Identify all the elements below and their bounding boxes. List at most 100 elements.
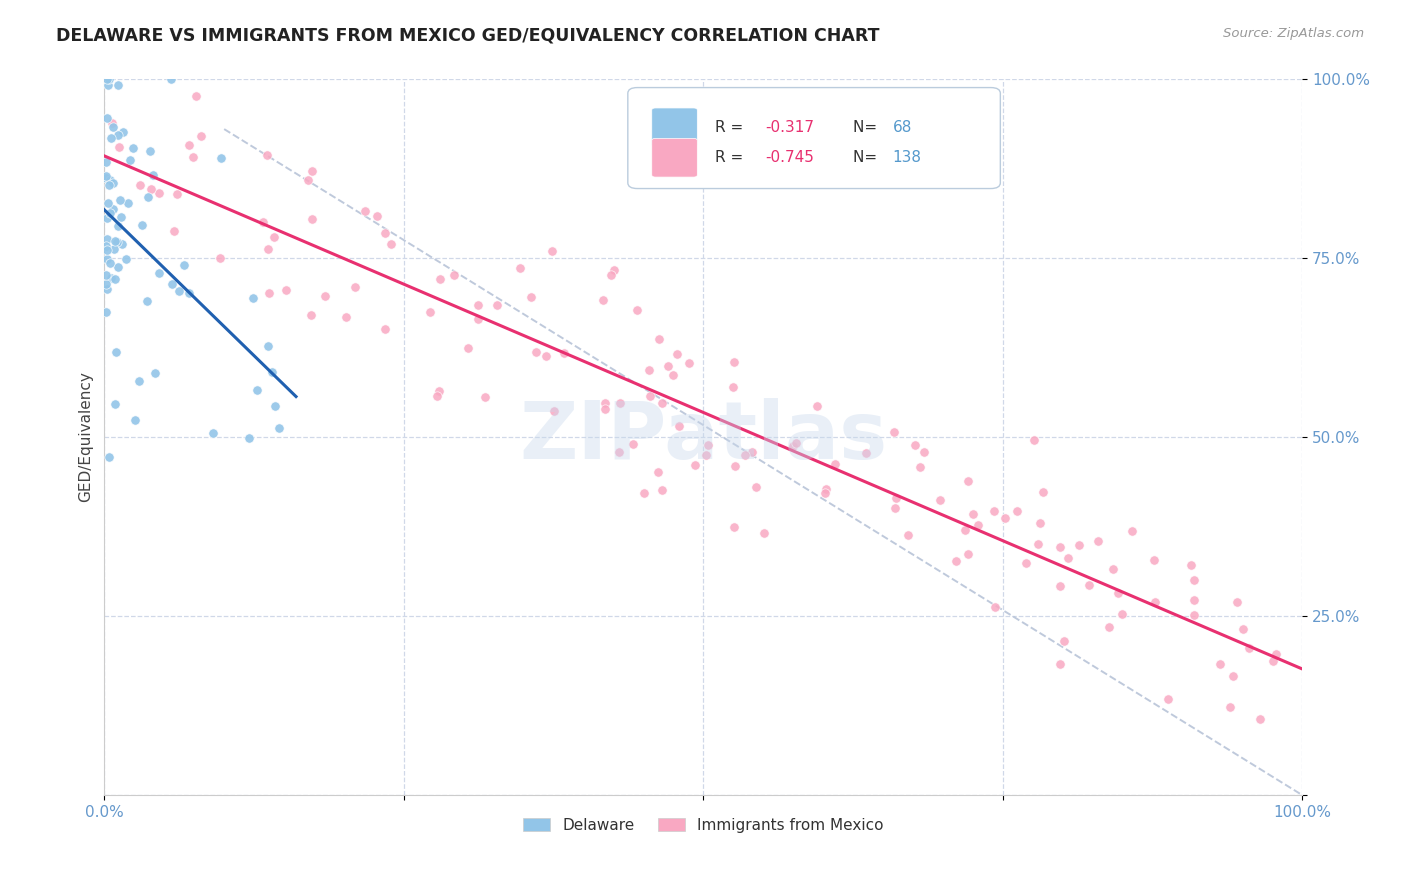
Point — [638, 363, 661, 377]
Point — [626, 303, 648, 318]
Point — [1111, 607, 1133, 621]
Point — [592, 293, 614, 308]
Point — [104, 234, 127, 248]
Point — [419, 305, 441, 319]
Point — [553, 345, 575, 359]
Point — [741, 445, 763, 459]
Point — [256, 148, 278, 162]
Point — [1222, 669, 1244, 683]
Point — [1121, 524, 1143, 539]
Point — [1049, 579, 1071, 593]
Point — [94, 277, 117, 292]
Point — [139, 144, 162, 158]
Point — [1107, 585, 1129, 599]
Point — [101, 202, 124, 217]
Point — [209, 151, 232, 165]
Point — [983, 504, 1005, 518]
Point — [678, 356, 700, 370]
Point — [945, 554, 967, 568]
Text: N=: N= — [853, 150, 882, 165]
Point — [257, 242, 280, 256]
Point — [536, 349, 558, 363]
Point — [651, 483, 673, 498]
Point — [96, 252, 118, 266]
Text: -0.745: -0.745 — [766, 150, 814, 165]
Point — [806, 399, 828, 413]
Y-axis label: GED/Equivalency: GED/Equivalency — [79, 372, 93, 502]
Point — [638, 389, 661, 403]
Point — [112, 125, 135, 139]
Point — [1232, 623, 1254, 637]
Point — [1237, 641, 1260, 656]
FancyBboxPatch shape — [652, 138, 697, 178]
Point — [427, 384, 450, 398]
Point — [994, 511, 1017, 525]
Point — [124, 413, 146, 427]
Point — [1015, 556, 1038, 570]
Point — [607, 445, 630, 459]
Text: R =: R = — [716, 150, 748, 165]
Point — [100, 271, 122, 285]
Legend: Delaware, Immigrants from Mexico: Delaware, Immigrants from Mexico — [516, 812, 890, 839]
Point — [543, 404, 565, 418]
Point — [101, 120, 124, 134]
Point — [181, 150, 204, 164]
Point — [256, 339, 278, 353]
Point — [648, 332, 671, 346]
Point — [904, 438, 927, 452]
Point — [668, 418, 690, 433]
Point — [721, 380, 744, 394]
Point — [1069, 538, 1091, 552]
Point — [96, 211, 118, 225]
Point — [486, 298, 509, 312]
Point — [785, 435, 807, 450]
Point — [647, 465, 669, 479]
Point — [120, 153, 142, 167]
Point — [1182, 607, 1205, 622]
Point — [246, 384, 269, 398]
Point — [274, 283, 297, 297]
Point — [1157, 691, 1180, 706]
Point — [186, 89, 208, 103]
Point — [96, 72, 118, 87]
Point — [96, 232, 118, 246]
Point — [1209, 657, 1232, 671]
Text: -0.317: -0.317 — [766, 120, 814, 135]
Point — [94, 169, 117, 183]
Point — [314, 288, 336, 302]
Point — [94, 238, 117, 252]
Text: 138: 138 — [893, 150, 921, 165]
Point — [1184, 593, 1206, 607]
Text: R =: R = — [716, 120, 748, 135]
Point — [343, 279, 366, 293]
Point — [115, 252, 138, 267]
Point — [956, 475, 979, 489]
FancyBboxPatch shape — [628, 87, 1000, 188]
Point — [929, 492, 952, 507]
Point — [609, 396, 631, 410]
Point — [97, 178, 120, 192]
Point — [967, 517, 990, 532]
Point — [238, 431, 260, 445]
Point — [142, 168, 165, 182]
Point — [98, 72, 121, 87]
Point — [101, 176, 124, 190]
Point — [912, 445, 935, 459]
Point — [190, 128, 212, 143]
Point — [723, 354, 745, 368]
Point — [257, 286, 280, 301]
Point — [1261, 654, 1284, 668]
Point — [159, 72, 181, 87]
Point — [260, 365, 283, 379]
Point — [884, 491, 907, 505]
Point — [301, 211, 323, 226]
Point — [520, 290, 543, 304]
Point — [752, 525, 775, 540]
Point — [1249, 712, 1271, 726]
Point — [962, 508, 984, 522]
Point — [1226, 595, 1249, 609]
Point — [143, 367, 166, 381]
Point — [107, 128, 129, 143]
Point — [953, 524, 976, 538]
Point — [1053, 634, 1076, 648]
